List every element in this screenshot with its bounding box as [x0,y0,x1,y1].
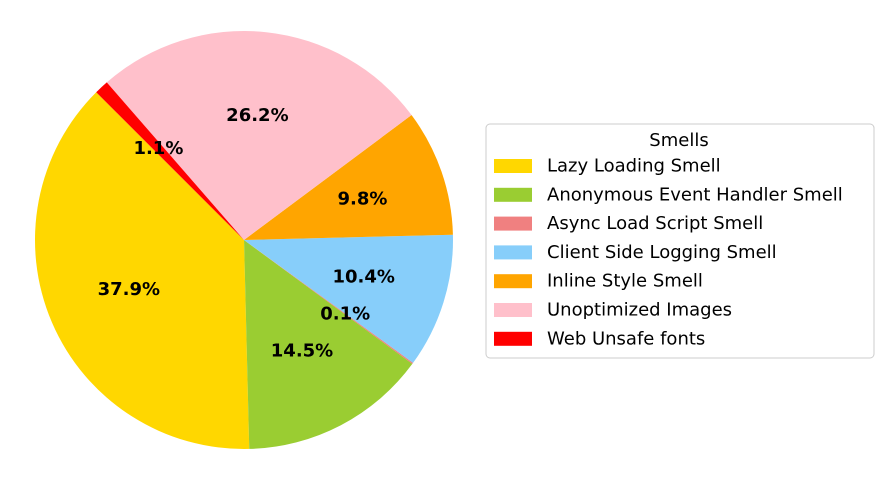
pie-slice-web-unsafe-fonts [96,82,245,240]
legend-swatch [494,159,532,173]
pie-percent-label: 1.1% [133,138,183,159]
pie-percent-label: 0.1% [320,304,370,325]
legend-label: Web Unsafe fonts [547,328,705,349]
pie-slice-lazy-loading-smell [34,92,250,449]
legend: Smells Lazy Loading Smell Anonymous Event… [485,123,875,359]
pie-slice-async-load-script-smell [244,240,414,364]
pie-percent-label: 37.9% [98,279,160,300]
legend-swatch [494,274,532,289]
legend-label: Unoptimized Images [547,300,732,321]
pie-percent-label: 14.5% [271,341,333,362]
pie-slices [34,30,453,449]
legend-swatch [494,245,532,260]
pie-slice-client-side-logging-smell [244,234,453,363]
pie-percent-label: 9.8% [338,189,388,210]
pie-percent-label: 10.4% [332,267,394,288]
legend-frame [485,123,875,359]
legend-title: Smells [649,130,708,151]
legend-swatch [494,187,532,202]
legend-entries: Lazy Loading Smell Anonymous Event Handle… [494,156,843,349]
legend-swatch [494,303,532,317]
legend-swatch [494,216,532,231]
legend-label: Inline Style Smell [547,271,703,292]
pie-percent-label: 26.2% [226,105,288,126]
legend-label: Lazy Loading Smell [547,156,721,177]
pie-slice-anonymous-event-handler-smell [244,240,413,449]
legend-label: Async Load Script Smell [547,213,763,234]
pie-slice-inline-style-smell [244,115,453,240]
pie-slice-unoptimized-images [106,30,412,241]
legend-label: Client Side Logging Smell [547,242,777,263]
pie-percent-labels: 37.9% 14.5% 0.1% 10.4% 9.8% 26.2% 1.1% [98,105,395,362]
legend-label: Anonymous Event Handler Smell [547,184,843,205]
legend-swatch [494,331,532,346]
